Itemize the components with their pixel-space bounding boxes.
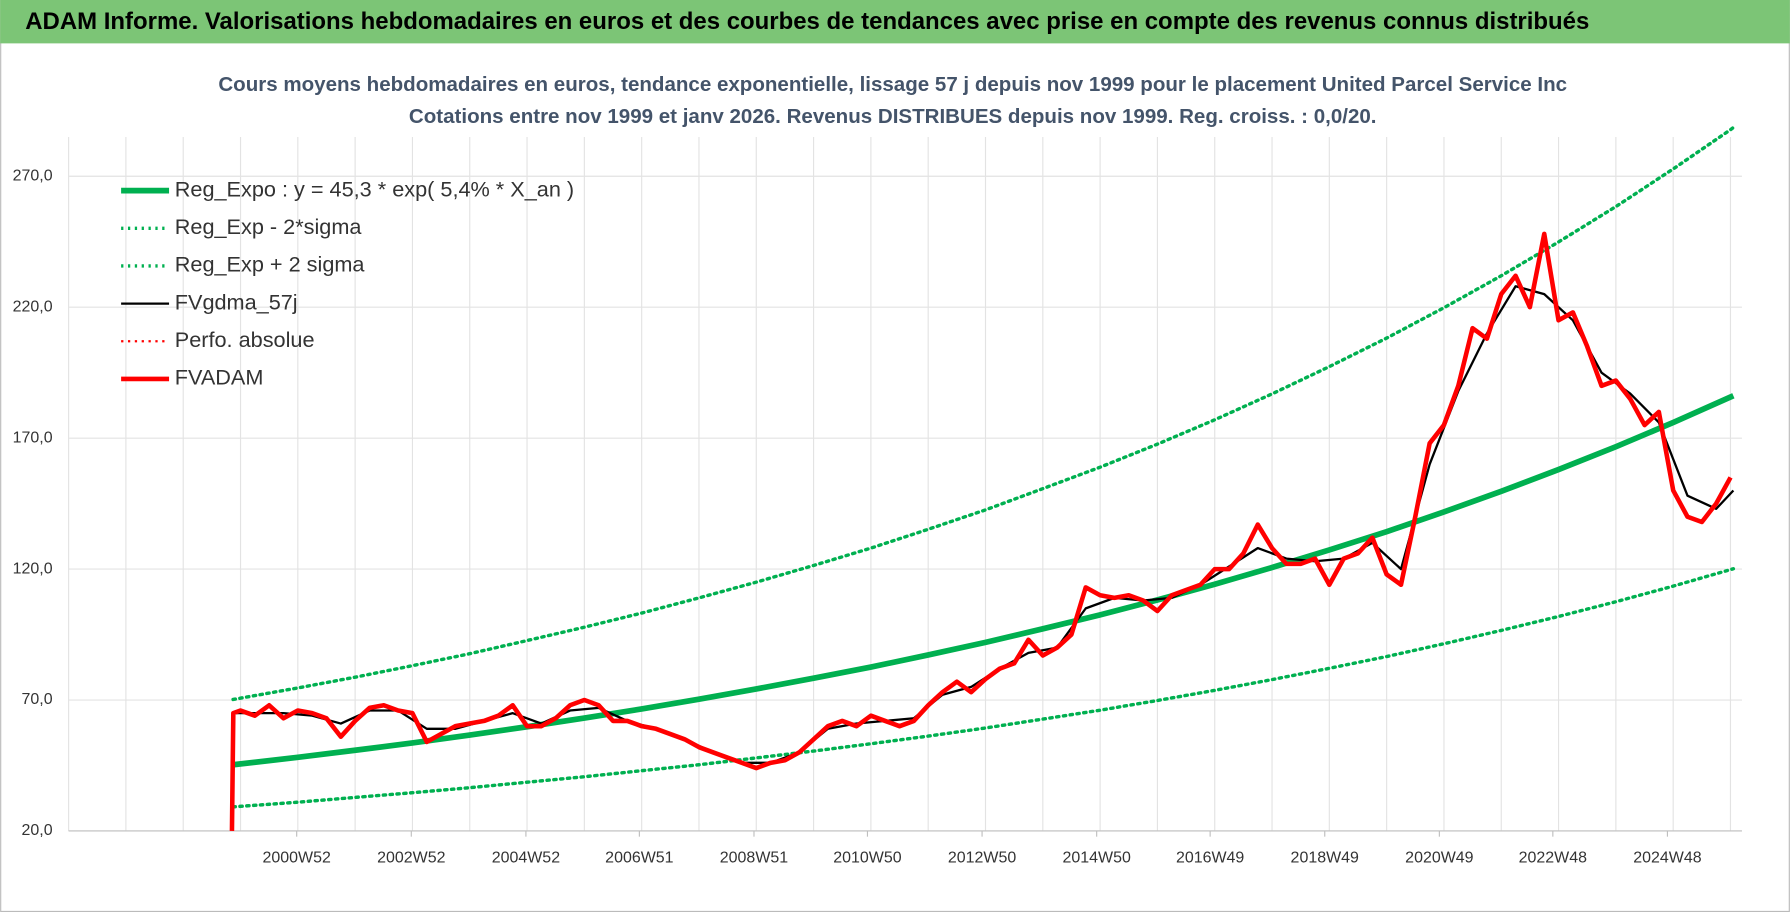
y-tick-label: 170,0 bbox=[13, 429, 53, 446]
x-tick-label: 2010W50 bbox=[833, 850, 901, 867]
legend-label: Reg_Expo : y = 45,3 * exp( 5,4% * X_an ) bbox=[175, 176, 574, 201]
x-tick-label: 2006W51 bbox=[605, 850, 673, 867]
y-tick-label: 220,0 bbox=[13, 298, 53, 315]
y-tick-label: 270,0 bbox=[13, 167, 53, 184]
legend-label: Perfo. absolue bbox=[175, 327, 315, 352]
legend: Reg_Expo : y = 45,3 * exp( 5,4% * X_an )… bbox=[121, 176, 574, 390]
x-tick-label: 2020W49 bbox=[1405, 850, 1473, 867]
series-line bbox=[229, 231, 1733, 831]
legend-label: FVADAM bbox=[175, 365, 264, 390]
chart-subtitle: Cotations entre nov 1999 et janv 2026. R… bbox=[409, 105, 1377, 128]
x-tick-label: 2024W48 bbox=[1633, 850, 1701, 867]
y-tick-label: 20,0 bbox=[22, 822, 53, 839]
x-tick-label: 2002W52 bbox=[377, 850, 445, 867]
legend-label: FVgdma_57j bbox=[175, 289, 298, 314]
series-line bbox=[232, 393, 1735, 768]
x-tick-label: 2004W52 bbox=[492, 850, 560, 867]
series-line bbox=[231, 567, 1736, 809]
series-line bbox=[231, 125, 1736, 702]
grid: 20,0 70,0 120,0 170,0 220,0 270,0 2000W52 2002W… bbox=[13, 136, 1742, 867]
legend-label: Reg_Exp + 2 sigma bbox=[175, 252, 366, 277]
header-bar bbox=[0, 0, 1790, 44]
y-tick-label: 120,0 bbox=[13, 560, 53, 577]
x-tick-label: 2018W49 bbox=[1291, 850, 1359, 867]
x-tick-label: 2012W50 bbox=[948, 850, 1016, 867]
y-tick-label: 70,0 bbox=[22, 691, 53, 708]
legend-label: Reg_Exp - 2*sigma bbox=[175, 214, 363, 239]
x-tick-label: 2022W48 bbox=[1519, 850, 1587, 867]
x-tick-label: 2014W50 bbox=[1062, 850, 1130, 867]
x-tick-label: 2008W51 bbox=[720, 850, 788, 867]
x-tick-label: 2016W49 bbox=[1176, 850, 1244, 867]
x-tick-label: 2000W52 bbox=[263, 850, 331, 867]
header-title: ADAM Informe. Valorisations hebdomadaire… bbox=[25, 8, 1589, 35]
plot-area bbox=[229, 125, 1736, 831]
chart-title: Cours moyens hebdomadaires en euros, ten… bbox=[218, 73, 1567, 96]
